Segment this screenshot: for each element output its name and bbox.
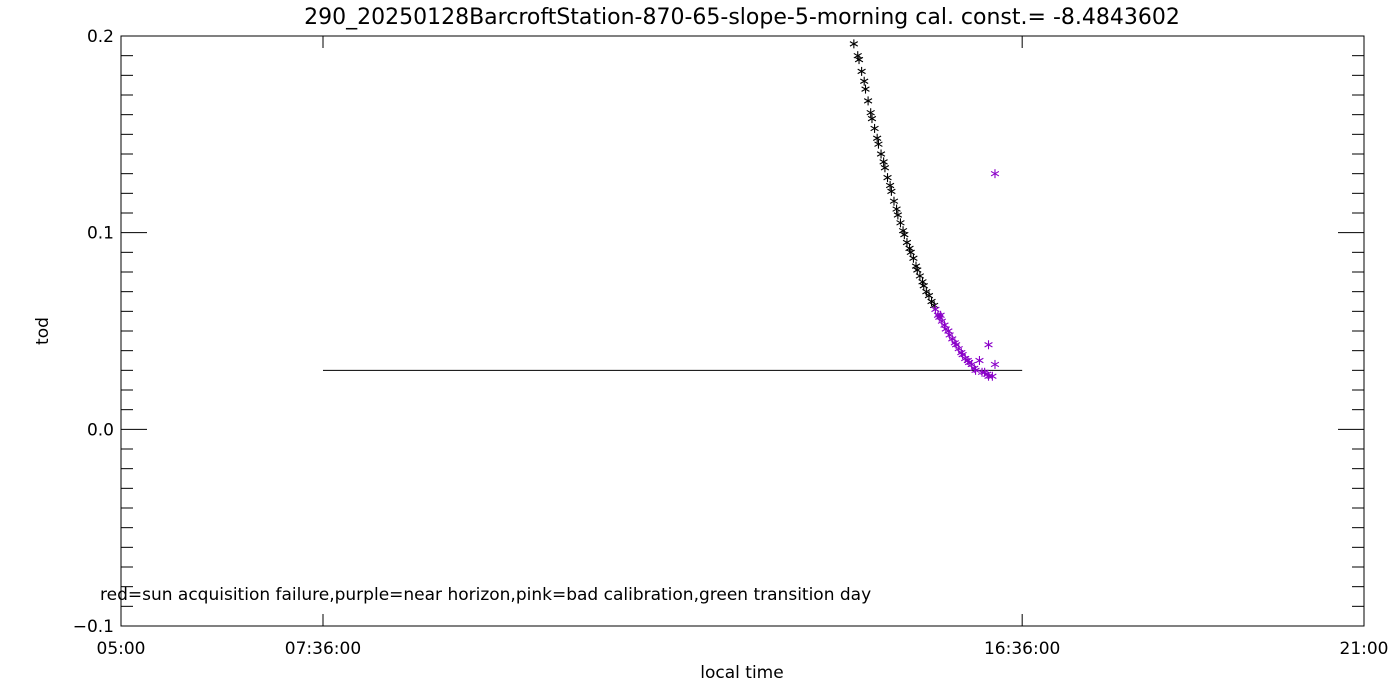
chart-title: 290_20250128BarcroftStation-870-65-slope…: [304, 5, 1180, 30]
y-tick-label: 0.2: [87, 27, 114, 47]
x-tick-label: 21:00: [1340, 639, 1389, 659]
data-point-normal: [854, 55, 864, 65]
x-tick-label: 16:36:00: [984, 639, 1060, 659]
data-point-normal: [883, 173, 892, 183]
y-tick-label: 0.0: [87, 420, 114, 440]
legend-annotation: red=sun acquisition failure,purple=near …: [100, 585, 871, 605]
tick-labels: 05:00 07:36:00 16:36:00 21:00 −0.1 0.0 0.1 0.2: [73, 27, 1389, 659]
data-point-normal: [872, 133, 882, 143]
tick-marks: [120, 35, 1365, 627]
data-point-normal: [893, 210, 903, 220]
data-point-normal: [863, 96, 873, 106]
data-point-normal: [866, 108, 875, 118]
data-point-normal: [849, 39, 859, 49]
data-point-normal: [857, 66, 866, 76]
data-point-normal: [896, 218, 905, 228]
y-axis-label: tod: [33, 317, 53, 345]
data-point-normal: [876, 149, 886, 159]
data-point-normal: [887, 186, 896, 196]
data-point-near-horizon: [984, 340, 993, 350]
data-point-near-horizon: [936, 310, 945, 320]
data-point-normal: [870, 123, 879, 133]
data-points: [849, 39, 1000, 381]
data-point-near-horizon: [975, 356, 984, 365]
data-point-normal: [892, 204, 901, 214]
data-point-normal: [879, 157, 888, 167]
data-point-normal: [885, 180, 895, 190]
x-tick-label: 05:00: [97, 639, 146, 659]
data-point-normal: [867, 114, 877, 124]
data-point-near-horizon: [990, 359, 1000, 369]
data-point-normal: [860, 76, 869, 86]
data-point-normal: [874, 139, 883, 149]
data-point-normal: [880, 163, 890, 173]
x-tick-label: 07:36:00: [285, 639, 361, 659]
data-point-normal: [900, 230, 909, 240]
y-tick-label: 0.1: [87, 224, 114, 244]
data-point-normal: [909, 253, 918, 263]
data-point-near-horizon: [971, 365, 980, 375]
data-point-normal: [861, 84, 870, 94]
plot-frame: [120, 35, 1365, 627]
x-axis-label: local time: [700, 663, 783, 683]
y-tick-label: −0.1: [73, 617, 114, 637]
data-point-normal: [889, 196, 899, 206]
data-point-near-horizon: [984, 371, 993, 381]
data-point-near-horizon: [988, 371, 997, 381]
data-point-near-horizon: [990, 169, 1000, 179]
